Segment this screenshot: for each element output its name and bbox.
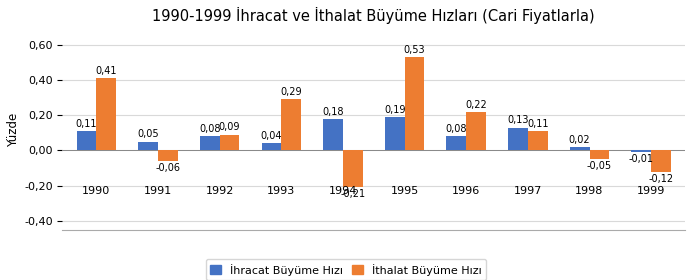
- Legend: İhracat Büyüme Hızı, İthalat Büyüme Hızı: İhracat Büyüme Hızı, İthalat Büyüme Hızı: [206, 259, 486, 280]
- Text: 1997: 1997: [513, 186, 542, 197]
- Text: 0,22: 0,22: [465, 100, 487, 109]
- Text: 0,19: 0,19: [384, 105, 406, 115]
- Text: -0,06: -0,06: [156, 163, 181, 173]
- Text: -0,01: -0,01: [629, 154, 654, 164]
- Bar: [466, 112, 486, 150]
- Bar: [158, 150, 178, 161]
- Text: 0,04: 0,04: [261, 131, 282, 141]
- Bar: [281, 99, 301, 150]
- Text: 0,53: 0,53: [403, 45, 426, 55]
- Text: 1993: 1993: [267, 186, 295, 197]
- Bar: [631, 150, 651, 152]
- Y-axis label: Yüzde: Yüzde: [7, 113, 20, 147]
- Bar: [262, 143, 281, 150]
- Bar: [96, 78, 116, 150]
- Bar: [343, 150, 363, 187]
- Bar: [508, 127, 528, 150]
- Text: 1999: 1999: [637, 186, 665, 197]
- Bar: [219, 135, 239, 150]
- Text: 1990: 1990: [82, 186, 111, 197]
- Text: 0,08: 0,08: [446, 124, 467, 134]
- Text: 1994: 1994: [329, 186, 357, 197]
- Text: -0,21: -0,21: [340, 190, 365, 199]
- Bar: [200, 136, 219, 150]
- Text: 1992: 1992: [206, 186, 234, 197]
- Text: 1995: 1995: [390, 186, 419, 197]
- Text: 0,13: 0,13: [507, 115, 529, 125]
- Text: 1998: 1998: [575, 186, 603, 197]
- Text: -0,05: -0,05: [587, 161, 612, 171]
- Bar: [77, 131, 96, 150]
- Bar: [385, 117, 405, 150]
- Text: -0,12: -0,12: [648, 174, 673, 184]
- Text: 0,05: 0,05: [137, 129, 159, 139]
- Bar: [570, 147, 590, 150]
- Text: 0,29: 0,29: [280, 87, 302, 97]
- Bar: [323, 119, 343, 150]
- Bar: [651, 150, 671, 172]
- Bar: [405, 57, 424, 150]
- Title: 1990-1999 İhracat ve İthalat Büyüme Hızları (Cari Fiyatlarla): 1990-1999 İhracat ve İthalat Büyüme Hızl…: [152, 7, 595, 24]
- Bar: [528, 131, 547, 150]
- Text: 0,11: 0,11: [75, 119, 98, 129]
- Text: 0,18: 0,18: [322, 107, 344, 116]
- Text: 0,02: 0,02: [569, 135, 590, 145]
- Bar: [446, 136, 466, 150]
- Text: 0,08: 0,08: [199, 124, 221, 134]
- Text: 1991: 1991: [144, 186, 172, 197]
- Text: 0,41: 0,41: [95, 66, 117, 76]
- Text: 1996: 1996: [452, 186, 480, 197]
- Bar: [590, 150, 609, 159]
- Bar: [138, 142, 158, 150]
- Text: 0,11: 0,11: [527, 119, 549, 129]
- Text: 0,09: 0,09: [219, 122, 240, 132]
